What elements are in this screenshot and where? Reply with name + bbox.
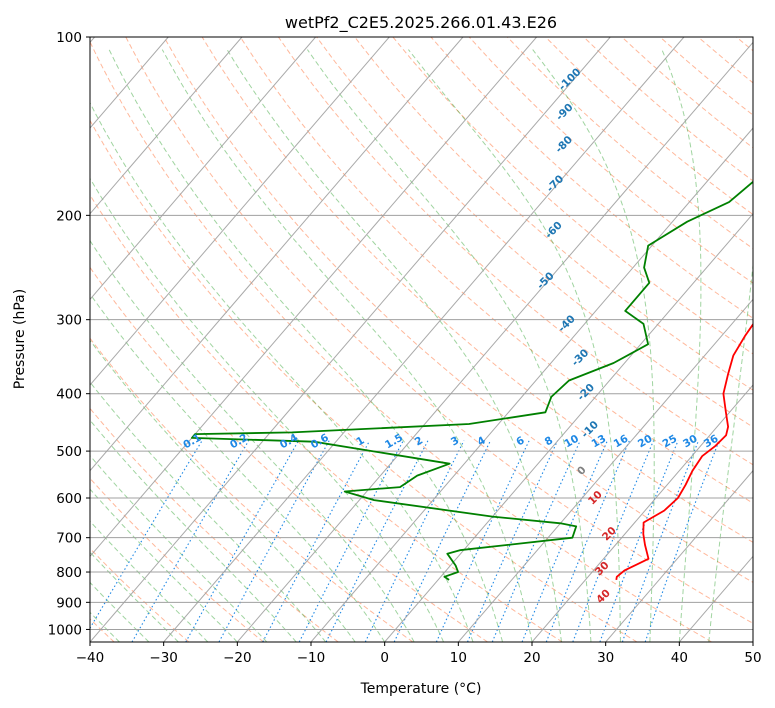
temperature-line — [615, 322, 753, 581]
plot-frame — [89, 36, 754, 643]
dry-adiabat-line — [468, 37, 753, 284]
dry-adiabat-line — [90, 194, 563, 642]
isotherm-line — [163, 37, 685, 642]
dry-adiabat-line — [90, 266, 488, 642]
y-tick-label-800: 800 — [56, 565, 82, 581]
y-tick-label-200: 200 — [56, 208, 82, 224]
mixing-ratio-line — [435, 440, 530, 642]
isotherm-line — [90, 37, 538, 558]
mixing-ratio-line — [521, 440, 608, 642]
x-axis-label: Temperature (°C) — [360, 681, 482, 697]
x-tick-label-m10: −10 — [297, 650, 326, 666]
moist-adiabat-line — [306, 49, 592, 642]
sounding-series — [191, 180, 753, 581]
dry-adiabat-line — [239, 37, 753, 504]
isotherm-line — [90, 37, 317, 301]
isotherm-line — [605, 469, 753, 642]
moist-adiabat-line — [226, 49, 562, 642]
x-tick-label-30: 30 — [597, 650, 614, 666]
mixing-ratio-line — [185, 440, 299, 642]
moist-adiabat-line — [532, 49, 655, 642]
mixing-ratio-line — [364, 440, 465, 642]
chart-title: wetPf2_C2E5.2025.266.01.43.E26 — [285, 13, 557, 33]
moist-adiabat-line — [708, 260, 753, 642]
isobar-grid — [90, 37, 753, 630]
isotherm-line — [236, 41, 753, 642]
mixing-ratio-line — [90, 440, 203, 630]
isotherm-line — [90, 37, 390, 386]
isotherm-line — [384, 212, 753, 642]
dewpoint-line — [191, 180, 753, 581]
moist-adiabat-line — [408, 49, 621, 642]
y-tick-label-900: 900 — [56, 595, 82, 611]
x-tick-label-40: 40 — [671, 650, 688, 666]
dry-adiabat-line — [392, 37, 753, 355]
mixing-ratio-line — [466, 440, 559, 642]
dry-adiabat-line — [163, 37, 753, 583]
moist-adiabat-line — [90, 520, 209, 642]
moist-adiabat-line — [90, 419, 297, 642]
x-tick-label-50: 50 — [744, 650, 761, 666]
moist-adiabat-line — [108, 49, 503, 642]
y-tick-label-600: 600 — [56, 491, 82, 507]
moist-adiabat-line — [90, 454, 268, 642]
x-tick-label-m20: −20 — [223, 650, 252, 666]
mixing-ratio-line — [621, 440, 700, 642]
mixing-ratio-line — [218, 440, 330, 642]
x-tick-label-10: 10 — [450, 650, 467, 666]
y-tick-label-400: 400 — [56, 387, 82, 403]
moist-adiabat-line — [90, 177, 445, 642]
isotherm-line — [531, 384, 753, 642]
dry-adiabat-line — [90, 477, 264, 642]
x-tick-label-m40: −40 — [76, 650, 105, 666]
isotherm-line — [90, 37, 464, 472]
plot-area: 0.1 0.2 0.4 0.6 1 1.5 2 3 4 6 8 10 13 16 20 25 30 36-100-… — [90, 37, 753, 642]
moist-adiabat-line — [90, 381, 327, 642]
x-axis-ticks: −40 −30 −20 −10 0 10 20 30 40 50 — [76, 642, 762, 666]
y-tick-label-500: 500 — [56, 444, 82, 460]
mixing-ratio-line — [131, 440, 250, 642]
y-tick-label-300: 300 — [56, 313, 82, 329]
moist-adiabat-line — [161, 49, 533, 642]
y-tick-label-700: 700 — [56, 531, 82, 547]
dry-adiabat-line — [354, 37, 753, 391]
mixing-ratio-lines — [90, 440, 720, 642]
mixing-ratio-line — [644, 440, 720, 642]
moist-adiabat-line — [90, 239, 415, 642]
x-tick-label-0: 0 — [380, 650, 389, 666]
isotherm-line — [90, 37, 611, 642]
dry-adiabat-line — [125, 37, 753, 624]
moist-adiabat-line — [90, 293, 386, 642]
y-tick-label-1000: 1000 — [48, 622, 82, 638]
moist-adiabat-line — [661, 49, 702, 642]
dry-adiabat-line — [90, 407, 339, 642]
moist-adiabat-line — [90, 488, 238, 642]
mixing-ratio-line — [491, 440, 581, 642]
x-tick-label-m30: −30 — [149, 650, 178, 666]
mixing-ratio-line — [325, 440, 429, 642]
x-tick-label-20: 20 — [523, 650, 540, 666]
y-axis-ticks: 100 200 300 400 500 600 700 800 900 1000 — [48, 30, 90, 638]
isotherm-line — [310, 127, 753, 642]
isotherm-line — [90, 37, 243, 215]
y-axis-label: Pressure (hPa) — [12, 289, 28, 389]
dry-adiabat-line — [90, 119, 638, 642]
y-tick-label-100: 100 — [56, 30, 82, 46]
dry-adiabat-line — [277, 37, 753, 466]
moist-adiabat-line — [90, 551, 179, 642]
